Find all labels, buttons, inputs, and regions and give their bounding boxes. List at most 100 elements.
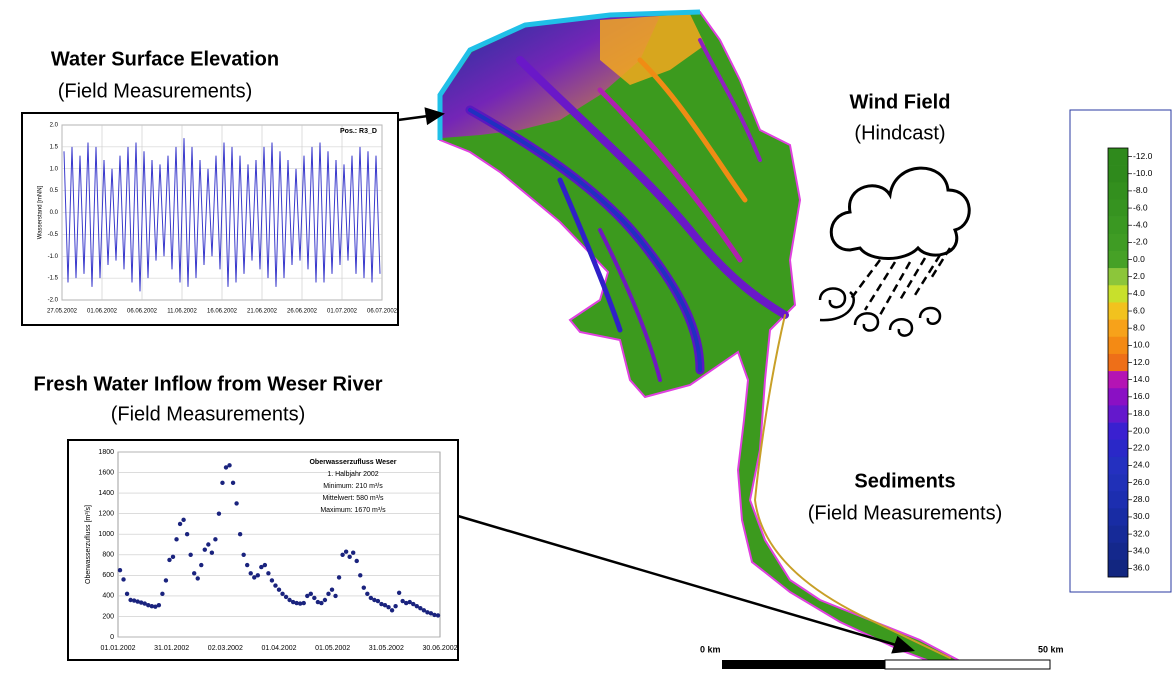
colorbar-label: 34.0 [1133, 546, 1150, 556]
y-tick-label: 1600 [98, 469, 114, 476]
data-point [125, 592, 129, 596]
annotation: Pos.: R3_D [340, 128, 377, 135]
colorbar-label: 12.0 [1133, 357, 1150, 367]
colorbar-label: 30.0 [1133, 511, 1150, 521]
data-point [273, 583, 277, 587]
data-point [217, 511, 221, 515]
legend-text: Maximum: 1670 m³/s [320, 507, 386, 514]
x-tick-label: 02.03.2002 [208, 645, 243, 652]
colorbar-label: 6.0 [1133, 305, 1145, 315]
y-tick-label: 0.5 [50, 188, 59, 194]
x-tick-label: 30.06.2002 [422, 645, 457, 652]
colorbar-label: 24.0 [1133, 460, 1150, 470]
colorbar-swatch [1108, 285, 1128, 302]
y-tick-label: 0.0 [50, 210, 59, 216]
x-tick-label: 21.06.2002 [247, 309, 278, 315]
legend-text: 1. Halbjahr 2002 [327, 471, 378, 478]
colorbar-swatch [1108, 268, 1128, 285]
data-point [167, 558, 171, 562]
y-tick-label: 1200 [98, 511, 114, 518]
colorbar-swatch [1108, 457, 1128, 474]
colorbar-swatch [1108, 337, 1128, 354]
data-point [358, 573, 362, 577]
data-point [213, 537, 217, 541]
data-point [231, 481, 235, 485]
colorbar-swatch [1108, 560, 1128, 577]
data-point [263, 563, 267, 567]
data-point [277, 588, 281, 592]
data-point [249, 571, 253, 575]
data-point [326, 592, 330, 596]
data-point [220, 481, 224, 485]
y-tick-label: 600 [102, 572, 114, 579]
data-point [241, 553, 245, 557]
colorbar-label: 36.0 [1133, 563, 1150, 573]
data-point [330, 588, 334, 592]
data-point [174, 537, 178, 541]
x-tick-label: 16.06.2002 [207, 309, 238, 315]
label: (Field Measurements) [58, 80, 253, 102]
colorbar-swatch [1108, 371, 1128, 388]
page: Water Surface Elevation (Field Measureme… [0, 0, 1172, 673]
data-point [164, 578, 168, 582]
data-point [397, 591, 401, 595]
data-point [266, 571, 270, 575]
x-tick-label: 01.06.2002 [87, 309, 118, 315]
colorbar-label: 18.0 [1133, 408, 1150, 418]
y-tick-label: 800 [102, 552, 114, 559]
data-point [178, 522, 182, 526]
data-point [256, 573, 260, 577]
x-tick-label: 01.05.2002 [315, 645, 350, 652]
x-tick-label: 06.07.2002 [367, 309, 398, 315]
y-tick-label: 1800 [98, 449, 114, 456]
data-point [393, 604, 397, 608]
colorbar-label: 4.0 [1133, 288, 1145, 298]
y-tick-label: 1.5 [50, 144, 59, 150]
data-point [121, 577, 125, 581]
legend-text: Mittelwert: 580 m³/s [322, 495, 384, 502]
x-tick-label: 01.01.2002 [100, 645, 135, 652]
colorbar-label: -8.0 [1133, 185, 1148, 195]
data-point [355, 559, 359, 563]
y-tick-label: 1400 [98, 490, 114, 497]
label: Water Surface Elevation [51, 48, 279, 70]
data-point [199, 563, 203, 567]
colorbar-swatch [1108, 199, 1128, 216]
data-point [171, 555, 175, 559]
label: (Field Measurements) [808, 502, 1003, 524]
data-point [270, 578, 274, 582]
colorbar-swatch [1108, 182, 1128, 199]
colorbar-label: -2.0 [1133, 237, 1148, 247]
label: Sediments [854, 470, 955, 492]
y-axis-label: Wasserstand [mNN] [38, 185, 44, 239]
y-tick-label: 200 [102, 613, 114, 620]
data-point [284, 595, 288, 599]
colorbar-label: 32.0 [1133, 528, 1150, 538]
colorbar-swatch [1108, 423, 1128, 440]
x-tick-label: 31.05.2002 [369, 645, 404, 652]
colorbar-swatch [1108, 388, 1128, 405]
data-point [181, 518, 185, 522]
x-tick-label: 11.06.2002 [167, 309, 197, 315]
colorbar-swatch [1108, 251, 1128, 268]
y-tick-label: 400 [102, 593, 114, 600]
colorbar-label: -12.0 [1133, 151, 1153, 161]
colorbar-swatch [1108, 148, 1128, 165]
x-tick-label: 06.06.2002 [127, 309, 158, 315]
data-point [376, 599, 380, 603]
data-point [160, 592, 164, 596]
y-tick-label: -1.0 [48, 254, 59, 260]
data-point [234, 501, 238, 505]
data-point [203, 547, 207, 551]
colorbar-label: 8.0 [1133, 322, 1145, 332]
colorbar-swatch [1108, 543, 1128, 560]
data-point [192, 571, 196, 575]
y-tick-label: 1000 [98, 531, 114, 538]
data-point [206, 542, 210, 546]
scale-bar: 0 km 50 km [700, 644, 1064, 669]
colorbar-label: -6.0 [1133, 202, 1148, 212]
colorbar-swatch [1108, 405, 1128, 422]
cloud-icon [820, 168, 969, 336]
scale-label: 0 km [700, 644, 721, 654]
data-point [340, 553, 344, 557]
